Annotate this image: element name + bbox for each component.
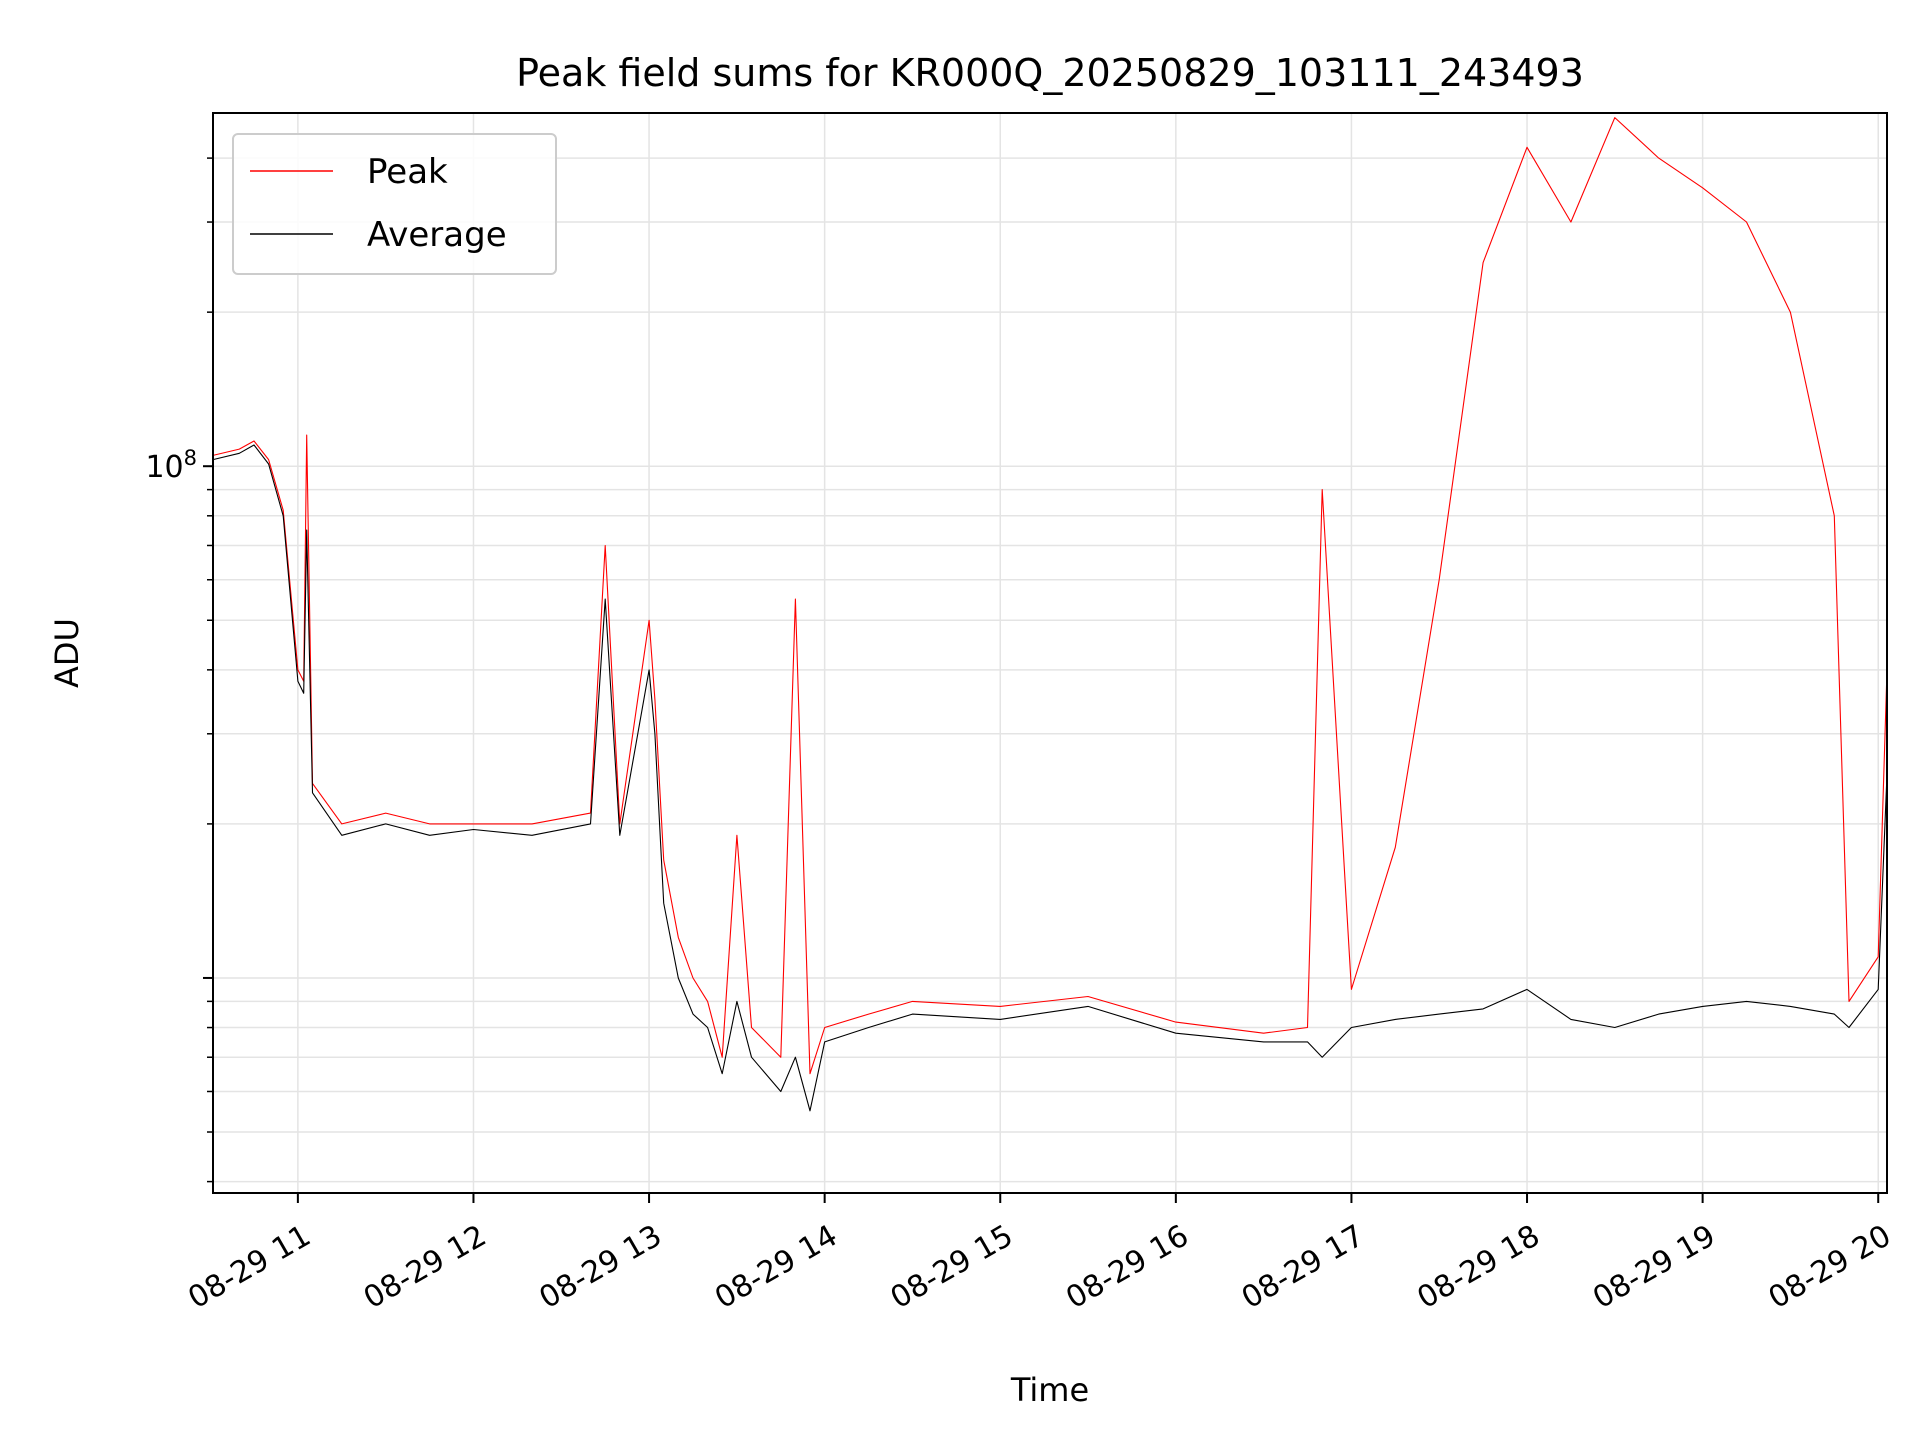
y-tick-base: 10	[145, 450, 183, 485]
legend-label-peak: Peak	[367, 152, 448, 192]
y-axis: 108	[145, 157, 213, 1183]
chart-title: Peak field sums for KR000Q_20250829_1031…	[516, 51, 1584, 95]
legend: Peak Average	[232, 133, 557, 275]
y-tick-exponent: 8	[184, 446, 197, 470]
series-peak-line	[212, 117, 1888, 1075]
legend-box	[232, 133, 557, 275]
legend-label-average: Average	[367, 215, 507, 255]
series-layer	[212, 117, 1888, 1112]
plot-area-frame	[212, 112, 1888, 1194]
y-axis-label: ADU	[48, 618, 86, 688]
x-axis-label: Time	[1010, 1371, 1089, 1409]
grid	[213, 113, 1887, 1193]
series-average-line	[212, 407, 1888, 1112]
y-tick-label-major: 108	[145, 446, 197, 485]
